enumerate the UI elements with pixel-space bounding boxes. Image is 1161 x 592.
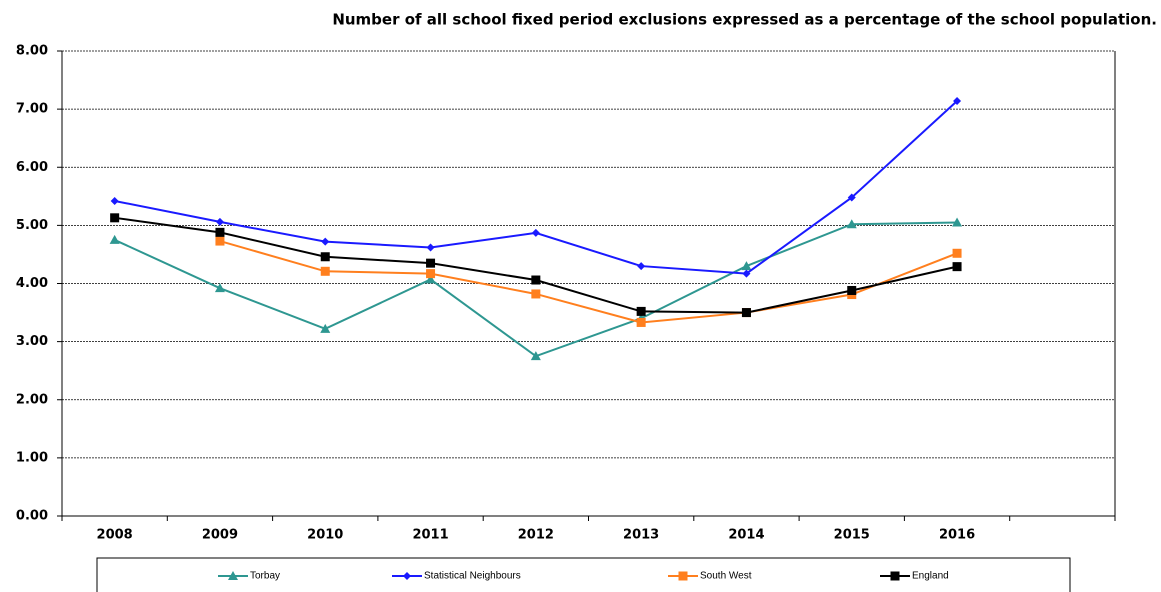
y-tick-label: 5.00 bbox=[16, 218, 48, 233]
legend-marker bbox=[678, 571, 688, 581]
point bbox=[636, 306, 646, 316]
y-tick-label: 4.00 bbox=[16, 276, 48, 291]
point bbox=[742, 269, 751, 278]
point bbox=[530, 351, 541, 361]
series-line bbox=[114, 221, 958, 358]
x-tick-label: 2012 bbox=[518, 528, 554, 543]
legend-marker bbox=[228, 571, 238, 580]
point bbox=[426, 269, 436, 279]
point bbox=[637, 262, 646, 271]
point bbox=[846, 219, 857, 229]
point bbox=[320, 252, 330, 262]
legend-marker bbox=[890, 571, 900, 581]
point bbox=[109, 234, 120, 244]
point bbox=[847, 285, 857, 295]
point bbox=[741, 261, 752, 271]
series-line bbox=[219, 240, 958, 324]
y-tick-label: 0.00 bbox=[16, 509, 48, 524]
y-tick-label: 8.00 bbox=[16, 44, 48, 59]
point bbox=[426, 243, 435, 252]
point bbox=[320, 323, 331, 333]
x-tick-label: 2014 bbox=[728, 528, 764, 543]
point bbox=[952, 262, 962, 272]
point bbox=[320, 266, 330, 276]
point bbox=[531, 289, 541, 299]
legend-label: South West bbox=[700, 571, 752, 582]
x-tick-label: 2008 bbox=[97, 528, 133, 543]
x-tick-label: 2015 bbox=[834, 528, 870, 543]
y-tick-label: 6.00 bbox=[16, 160, 48, 175]
y-tick-label: 3.00 bbox=[16, 334, 48, 349]
point bbox=[215, 236, 225, 246]
y-tick-label: 1.00 bbox=[16, 450, 48, 465]
y-tick-label: 7.00 bbox=[16, 102, 48, 117]
x-tick-label: 2011 bbox=[412, 528, 448, 543]
x-tick-label: 2013 bbox=[623, 528, 659, 543]
point bbox=[847, 193, 856, 202]
point bbox=[110, 213, 120, 223]
legend-label: England bbox=[912, 571, 949, 582]
point bbox=[214, 283, 225, 293]
point bbox=[952, 248, 962, 258]
point bbox=[952, 217, 963, 227]
point bbox=[636, 317, 646, 327]
x-tick-label: 2009 bbox=[202, 528, 238, 543]
point bbox=[110, 196, 119, 205]
point bbox=[425, 274, 436, 284]
point bbox=[741, 308, 751, 318]
point bbox=[953, 96, 962, 105]
legend-label: Torbay bbox=[250, 571, 280, 582]
legend-marker bbox=[403, 572, 411, 580]
point bbox=[531, 275, 541, 285]
x-tick-label: 2010 bbox=[307, 528, 343, 543]
point bbox=[215, 217, 224, 226]
point bbox=[531, 228, 540, 237]
point bbox=[215, 227, 225, 237]
x-tick-label: 2016 bbox=[939, 528, 975, 543]
chart-title: Number of all school fixed period exclus… bbox=[332, 11, 1157, 29]
point bbox=[426, 258, 436, 268]
y-tick-label: 2.00 bbox=[16, 392, 48, 407]
point bbox=[321, 237, 330, 246]
legend-label: Statistical Neighbours bbox=[424, 571, 521, 582]
